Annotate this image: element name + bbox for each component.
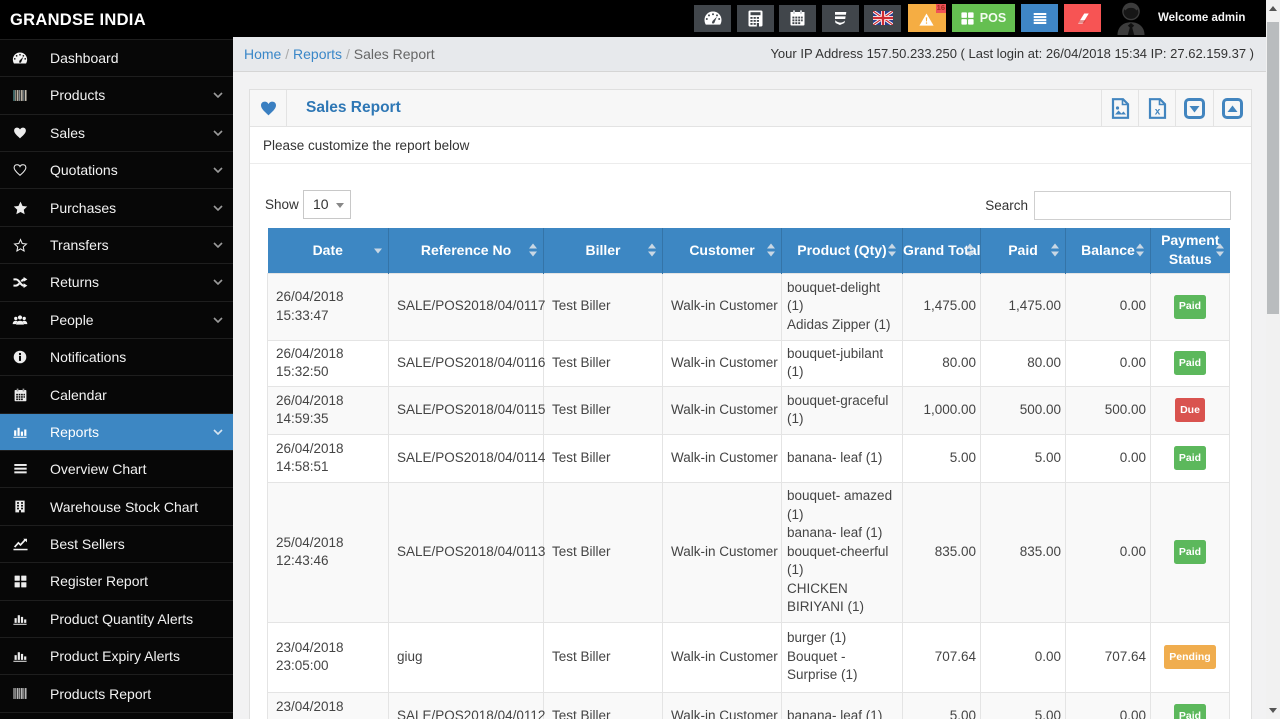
svg-text:x: x — [1154, 107, 1160, 118]
